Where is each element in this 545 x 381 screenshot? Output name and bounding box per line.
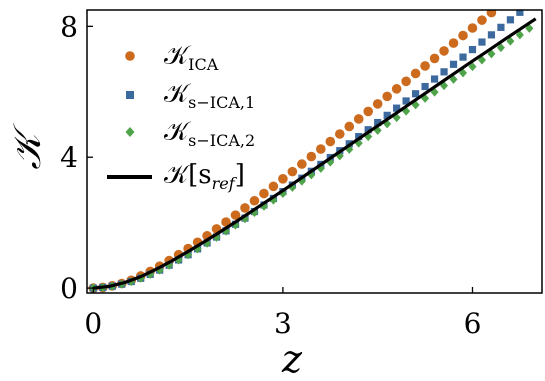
point-ica-34	[410, 68, 421, 79]
point-ica-19	[268, 181, 279, 192]
point-ica-20	[278, 174, 288, 184]
legend-label-s-ica-2: 𝒦	[164, 117, 192, 147]
point-s-ica-2-45	[515, 30, 524, 40]
point-ica-35	[420, 61, 430, 71]
legend-marker-s-ica-2	[125, 127, 135, 137]
point-s-ica-2-40	[468, 62, 477, 72]
point-s-ica-1-37	[440, 68, 448, 76]
y-tick-label-1: 4	[60, 141, 78, 174]
point-s-ica-1-40	[468, 45, 477, 54]
point-s-ica-1-41	[478, 38, 486, 46]
point-ica-43	[496, 0, 506, 10]
point-ica-23	[306, 151, 317, 162]
point-s-ica-1-29	[364, 126, 372, 134]
point-ica-37	[439, 46, 449, 56]
point-s-ica-1-30	[374, 118, 382, 127]
point-s-ica-2-43	[496, 43, 505, 53]
legend: 𝒦ICA 𝒦s−ICA,1 𝒦s−ICA,2 𝒦[sref]	[107, 41, 255, 193]
point-ica-21	[287, 166, 298, 177]
x-axis-label: z	[281, 337, 303, 381]
y-tick-label-2: 8	[60, 10, 78, 43]
legend-sub-s-ica-2: s−ICA,2	[188, 131, 255, 150]
data-markers	[88, 0, 537, 293]
svg-text:𝒦ICA: 𝒦ICA	[164, 41, 219, 74]
point-s-ica-1-35	[421, 82, 429, 91]
svg-text:𝒦[sref]: 𝒦[sref]	[164, 160, 245, 193]
legend-label-reference: 𝒦[s	[164, 160, 212, 190]
legend-sub-reference: ref	[212, 174, 238, 193]
point-ica-17	[249, 195, 260, 206]
point-ica-18	[259, 188, 269, 199]
legend-marker-s-ica-1	[126, 91, 134, 99]
point-ica-32	[391, 84, 402, 94]
svg-text:𝒦s−ICA,2: 𝒦s−ICA,2	[164, 117, 255, 150]
point-ica-24	[316, 144, 326, 154]
axis-ticks: 0 3 6 0 4 8	[60, 10, 481, 340]
x-tick-label-0: 0	[84, 307, 102, 340]
point-s-ica-1-43	[497, 23, 505, 31]
point-ica-39	[458, 30, 468, 41]
legend-sub-s-ica-1: s−ICA,1	[188, 93, 255, 112]
point-s-ica-1-31	[383, 111, 391, 119]
series-line-reference	[93, 17, 537, 290]
point-s-ica-1-46	[526, 1, 533, 8]
legend-end-reference: ]	[235, 160, 245, 190]
point-s-ica-1-32	[393, 104, 401, 112]
y-axis-label: 𝒦	[5, 123, 49, 170]
point-ica-31	[382, 91, 392, 102]
point-ica-29	[363, 106, 374, 117]
point-ica-41	[477, 15, 487, 25]
point-s-ica-1-39	[459, 53, 467, 61]
point-ica-14	[221, 217, 231, 227]
x-tick-label-1: 3	[274, 307, 292, 340]
svg-text:𝒦s−ICA,1: 𝒦s−ICA,1	[164, 79, 255, 112]
point-s-ica-2-9	[174, 255, 183, 265]
point-s-ica-1-44	[506, 16, 515, 24]
point-ica-33	[401, 76, 411, 87]
point-ica-30	[372, 99, 383, 109]
legend-entry-ica: 𝒦ICA	[125, 41, 219, 74]
legend-label-s-ica-1: 𝒦	[164, 79, 192, 109]
point-ica-16	[240, 203, 250, 213]
legend-entry-s-ica-2: 𝒦s−ICA,2	[125, 117, 255, 150]
point-s-ica-1-38	[449, 60, 458, 68]
y-tick-label-0: 0	[60, 272, 78, 305]
point-s-ica-1-45	[516, 10, 524, 16]
point-s-ica-1-42	[487, 31, 496, 39]
point-ica-28	[353, 114, 364, 124]
legend-label-ica: 𝒦	[164, 41, 192, 71]
point-s-ica-1-36	[430, 75, 439, 83]
point-s-ica-1-33	[402, 97, 410, 105]
point-s-ica-2-46	[525, 23, 534, 33]
x-tick-label-2: 6	[464, 307, 482, 340]
point-ica-26	[334, 129, 345, 139]
point-s-ica-1-34	[412, 90, 420, 98]
plot-frame	[86, 9, 543, 294]
legend-entry-reference: 𝒦[sref]	[107, 160, 245, 193]
point-ica-42	[486, 10, 497, 18]
legend-sub-ica: ICA	[188, 55, 219, 74]
point-s-ica-2-44	[506, 36, 515, 46]
point-ica-27	[344, 121, 355, 132]
point-ica-40	[467, 23, 478, 33]
point-ica-22	[297, 159, 307, 169]
legend-marker-ica	[125, 51, 135, 61]
point-ica-38	[448, 38, 459, 48]
point-ica-25	[325, 136, 336, 147]
point-s-ica-1-28	[355, 133, 363, 141]
point-ica-15	[230, 210, 241, 220]
point-ica-44	[506, 0, 516, 2]
legend-entry-s-ica-1: 𝒦s−ICA,1	[126, 79, 255, 112]
point-ica-36	[429, 53, 440, 64]
